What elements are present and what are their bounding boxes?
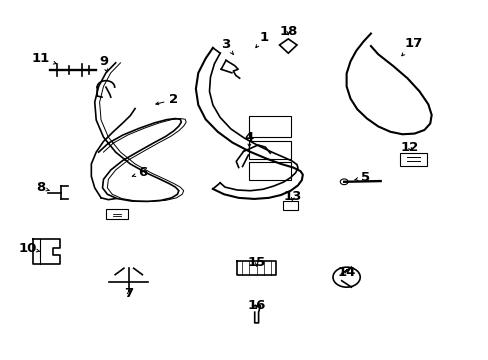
Text: 4: 4 — [244, 131, 253, 147]
Text: 11: 11 — [31, 52, 56, 65]
Text: 1: 1 — [255, 31, 268, 48]
Text: 2: 2 — [156, 93, 178, 106]
Text: 7: 7 — [124, 287, 133, 300]
Text: 10: 10 — [19, 242, 40, 255]
Text: 12: 12 — [400, 141, 418, 154]
Text: 9: 9 — [99, 55, 108, 72]
Text: 17: 17 — [401, 37, 422, 56]
Text: 3: 3 — [221, 39, 233, 54]
Text: 5: 5 — [354, 171, 369, 184]
Text: 13: 13 — [284, 190, 302, 203]
Text: 18: 18 — [279, 25, 297, 38]
Text: 8: 8 — [37, 181, 49, 194]
Text: 16: 16 — [247, 299, 265, 312]
Text: 14: 14 — [337, 266, 355, 279]
Text: 6: 6 — [132, 166, 147, 179]
Text: 15: 15 — [247, 256, 265, 269]
